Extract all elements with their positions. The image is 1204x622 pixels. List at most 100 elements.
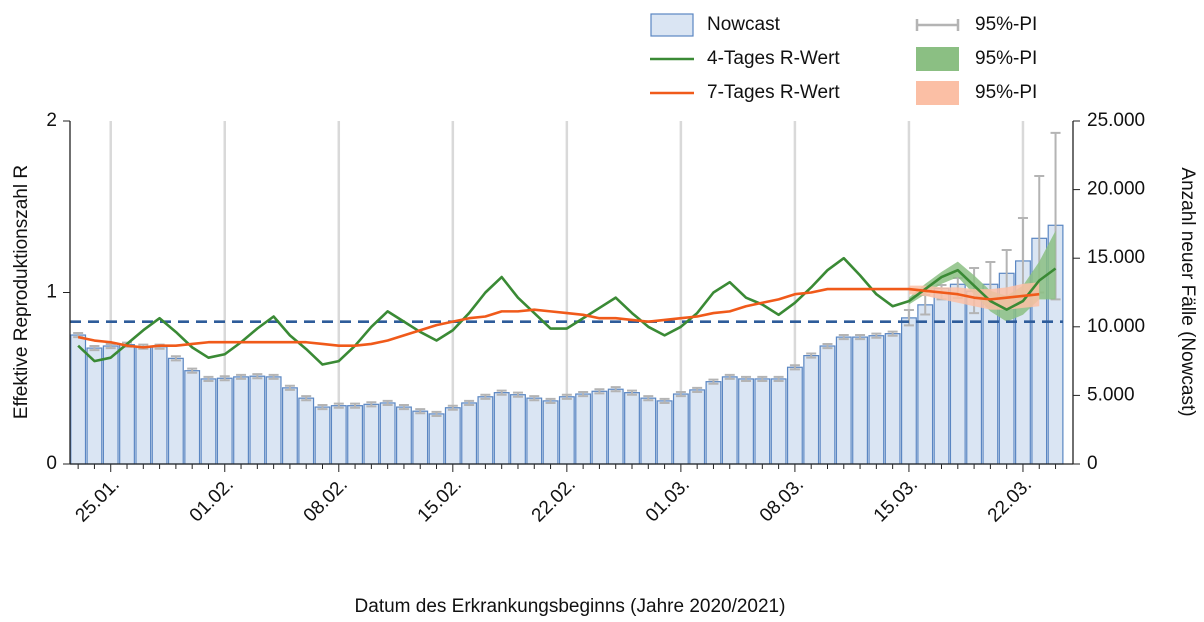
error-bar (578, 390, 589, 398)
error-bar (545, 397, 556, 404)
bar (770, 378, 787, 465)
bar (607, 388, 624, 465)
bar (314, 406, 331, 465)
error-bar (871, 332, 882, 339)
bar (640, 397, 657, 465)
bar (868, 335, 885, 465)
error-bar (268, 373, 279, 380)
bar (933, 287, 950, 465)
error-bar (806, 352, 817, 359)
bar (363, 403, 380, 465)
error-bar (464, 399, 475, 407)
legend-label: 95%-PI (975, 48, 1037, 69)
line (77, 287, 1040, 349)
error-bar (89, 345, 100, 352)
error-bar (708, 378, 719, 385)
bar (542, 400, 559, 465)
legend-swatch (650, 13, 694, 37)
error-bar (594, 388, 605, 395)
error-bar (284, 384, 295, 391)
bar (591, 390, 608, 465)
x-tick-label: 22.03. (984, 474, 1036, 526)
x-tick-label: 08.03. (756, 474, 808, 526)
bar (705, 381, 722, 465)
x-tick-label: 01.02. (186, 474, 238, 526)
bar (558, 396, 575, 465)
bar (721, 376, 738, 465)
error-bar (236, 373, 247, 380)
x-tick-label: 15.02. (414, 474, 466, 526)
bar (477, 396, 494, 465)
error-bar (382, 399, 393, 407)
bar (575, 393, 592, 465)
y-tick-label: 1 (46, 282, 57, 303)
error-bar (398, 404, 409, 411)
bar (444, 407, 461, 465)
error-bar (757, 375, 768, 382)
bar (281, 387, 298, 465)
bar (949, 283, 966, 465)
error-bar (317, 404, 328, 411)
legend-swatch (916, 47, 959, 71)
bar (917, 304, 934, 465)
x-axis-label: Datum des Erkrankungsbeginns (Jahre 2020… (355, 596, 786, 617)
error-bar (643, 395, 654, 402)
y-tick-label: 0 (46, 453, 57, 474)
bar (249, 375, 266, 465)
error-bar (333, 402, 344, 409)
bar (819, 345, 836, 465)
bar (347, 405, 364, 465)
legend-swatch (915, 19, 960, 31)
bar (200, 378, 217, 465)
bar (233, 376, 249, 465)
bar (135, 346, 152, 465)
bar (493, 392, 510, 465)
error-bar (366, 401, 377, 408)
bar (461, 402, 478, 465)
error-bar (496, 389, 507, 396)
error-bar (838, 334, 849, 341)
bar (738, 378, 754, 465)
error-bar (203, 375, 214, 382)
bar (428, 413, 445, 465)
error-bar (187, 367, 198, 374)
x-tick-label: 15.03. (870, 474, 922, 526)
bar (86, 347, 103, 465)
x-tick-label: 01.03. (642, 474, 694, 526)
bar (884, 333, 901, 465)
y2-tick-label: 5.000 (1087, 384, 1135, 405)
error-bar (350, 402, 361, 409)
legend-label: 4-Tages R-Wert (707, 48, 840, 69)
error-bar (415, 408, 426, 415)
error-bar (789, 364, 800, 371)
y2-tick-label: 25.000 (1087, 110, 1145, 131)
error-bar (610, 386, 621, 393)
bar (624, 392, 640, 465)
y-tick-label: 2 (46, 110, 57, 131)
x-tick-label: 25.01. (72, 474, 124, 526)
bar (689, 389, 706, 465)
error-bar (447, 404, 458, 411)
bar (167, 357, 184, 465)
error-bar (301, 395, 312, 402)
bar (900, 317, 917, 465)
bar (786, 366, 803, 465)
y2-tick-label: 15.000 (1087, 247, 1145, 268)
bar (656, 400, 673, 465)
error-bar (431, 410, 442, 417)
bar (412, 410, 429, 465)
error-bar (170, 355, 181, 362)
error-bar (724, 373, 735, 380)
y2-axis-label: Anzahl neuer Fälle (Nowcast) (1177, 167, 1198, 416)
error-bar (773, 375, 784, 382)
bar (396, 406, 412, 465)
x-tick-label: 08.02. (300, 474, 352, 526)
error-bar (887, 330, 898, 337)
bar (379, 402, 396, 465)
error-bar (561, 393, 572, 400)
error-bar (480, 393, 491, 400)
error-bar (675, 390, 686, 398)
bar (754, 378, 771, 465)
bar (835, 336, 852, 465)
